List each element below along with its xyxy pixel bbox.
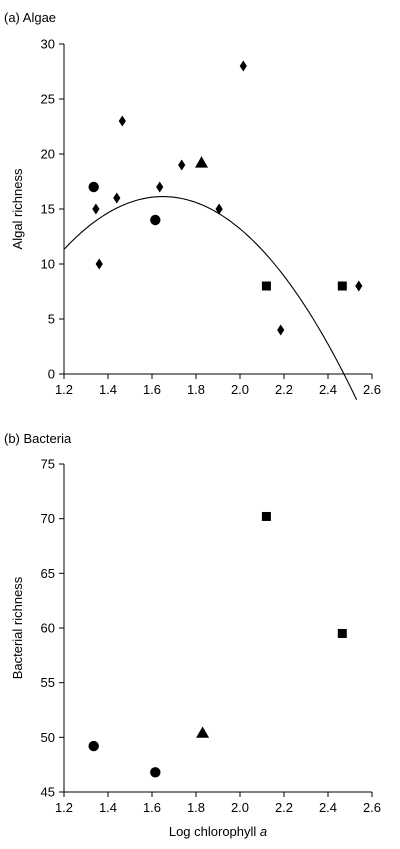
y-tick-label: 30 (41, 37, 55, 52)
diamond-marker (156, 181, 164, 193)
y-tick-label: 50 (41, 730, 55, 745)
y-tick-label: 15 (41, 202, 55, 217)
x-tick-label: 1.2 (55, 382, 73, 397)
diamond-marker (95, 258, 103, 270)
x-tick-label: 1.8 (187, 382, 205, 397)
circle-marker (88, 181, 99, 193)
y-tick-label: 55 (41, 675, 55, 690)
x-tick-label: 1.8 (187, 800, 205, 815)
x-tick-label: 2.6 (363, 382, 381, 397)
panel-title: (b) Bacteria (4, 431, 72, 446)
x-tick-label: 2.6 (363, 800, 381, 815)
x-tick-label: 1.6 (143, 800, 161, 815)
y-tick-label: 70 (41, 511, 55, 526)
x-tick-label: 2.0 (231, 800, 249, 815)
x-tick-label: 2.4 (319, 382, 337, 397)
circle-marker (150, 767, 161, 778)
square-marker (337, 628, 347, 638)
y-tick-label: 5 (48, 312, 55, 327)
diamond-marker (239, 60, 247, 72)
chart-panel-algae: (a) Algae 0 5 10 15 20 25 30 1.2 1.4 1.6 1.8 2.0 2.2 2… (4, 10, 381, 400)
y-tick-label: 65 (41, 566, 55, 581)
y-tick-label: 10 (41, 257, 55, 272)
y-tick-label: 25 (41, 92, 55, 107)
triangle-marker (196, 726, 210, 738)
x-tick-label: 2.2 (275, 382, 293, 397)
square-marker (337, 281, 347, 291)
diamond-marker (92, 203, 100, 215)
fit-curve-line (63, 196, 358, 400)
square-marker (261, 281, 271, 291)
x-tick-label: 1.2 (55, 800, 73, 815)
x-tick-label: 1.4 (99, 382, 117, 397)
y-tick-label: 20 (41, 147, 55, 162)
y-axis-title: Algal richness (10, 168, 25, 249)
y-tick-label: 60 (41, 621, 55, 636)
diamond-marker (113, 192, 121, 204)
diamond-marker (355, 280, 363, 292)
x-axis-title: Log chlorophyll a (169, 824, 267, 839)
y-axis-title: Bacterial richness (10, 576, 25, 679)
chart-panel-bacteria: (b) Bacteria 45 50 55 60 65 70 75 1.2 1.4 1.6 1.8 2.… (4, 431, 381, 839)
x-tick-label: 2.4 (319, 800, 337, 815)
triangle-marker (195, 156, 208, 168)
y-tick-label: 0 (48, 367, 55, 382)
x-tick-label: 2.0 (231, 382, 249, 397)
panel-title: (a) Algae (4, 10, 56, 25)
y-tick-label: 75 (41, 457, 55, 472)
diamond-marker (215, 203, 223, 215)
circle-marker (88, 740, 99, 752)
diamond-marker (277, 324, 285, 336)
circle-marker (150, 214, 161, 226)
square-marker (261, 511, 271, 521)
x-tick-label: 2.2 (275, 800, 293, 815)
y-tick-label: 45 (41, 785, 55, 800)
x-tick-label: 1.6 (143, 382, 161, 397)
x-tick-label: 1.4 (99, 800, 117, 815)
diamond-marker (118, 115, 126, 127)
diamond-marker (178, 159, 186, 171)
